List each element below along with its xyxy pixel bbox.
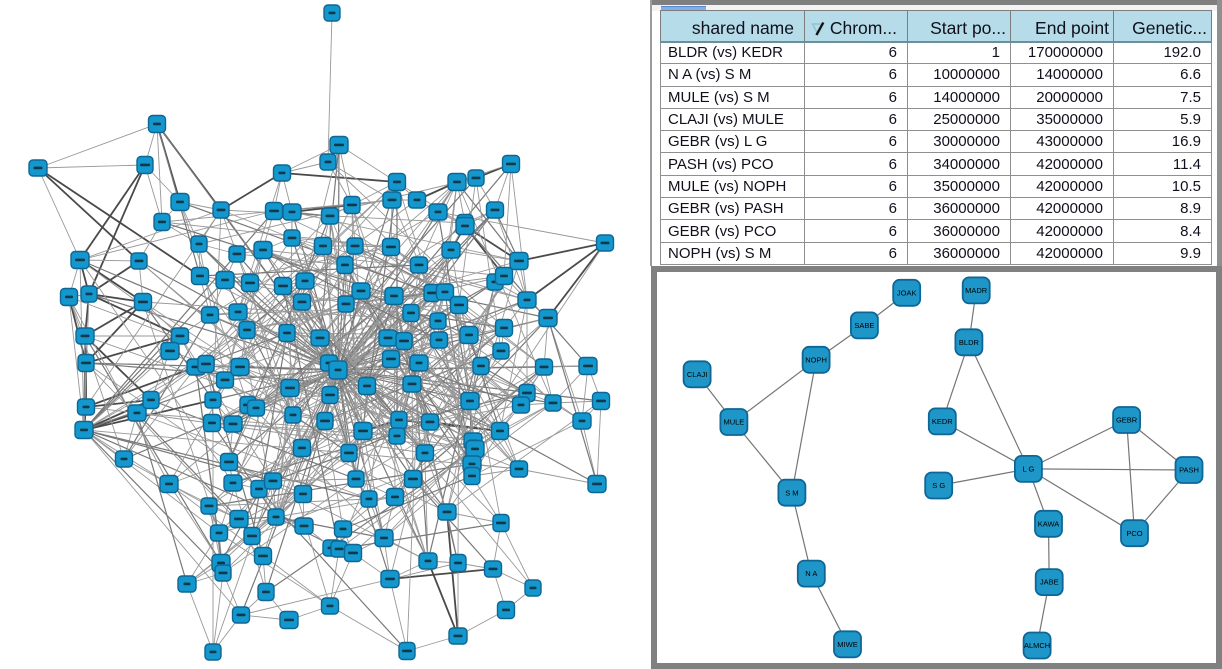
svg-text:SABE: SABE <box>854 321 874 330</box>
svg-text:NOPH: NOPH <box>805 355 827 364</box>
svg-text:PASH: PASH <box>1179 466 1199 475</box>
svg-text:S M: S M <box>785 488 798 497</box>
svg-text:BLDR: BLDR <box>959 338 980 347</box>
svg-text:GEBR: GEBR <box>1116 416 1138 425</box>
svg-text:CLAJI: CLAJI <box>687 370 707 379</box>
svg-text:JOAK: JOAK <box>897 288 917 297</box>
svg-text:S G: S G <box>932 481 945 490</box>
svg-text:MADR: MADR <box>965 286 988 295</box>
svg-text:JABE: JABE <box>1040 578 1059 587</box>
svg-text:KAWA: KAWA <box>1038 519 1060 528</box>
svg-text:N A: N A <box>805 569 817 578</box>
svg-text:MULE: MULE <box>723 418 744 427</box>
svg-text:KEDR: KEDR <box>932 417 953 426</box>
svg-text:L G: L G <box>1022 465 1034 474</box>
svg-text:ALMCH: ALMCH <box>1024 641 1050 650</box>
svg-text:MIWE: MIWE <box>837 640 857 649</box>
svg-text:PCO: PCO <box>1126 529 1142 538</box>
